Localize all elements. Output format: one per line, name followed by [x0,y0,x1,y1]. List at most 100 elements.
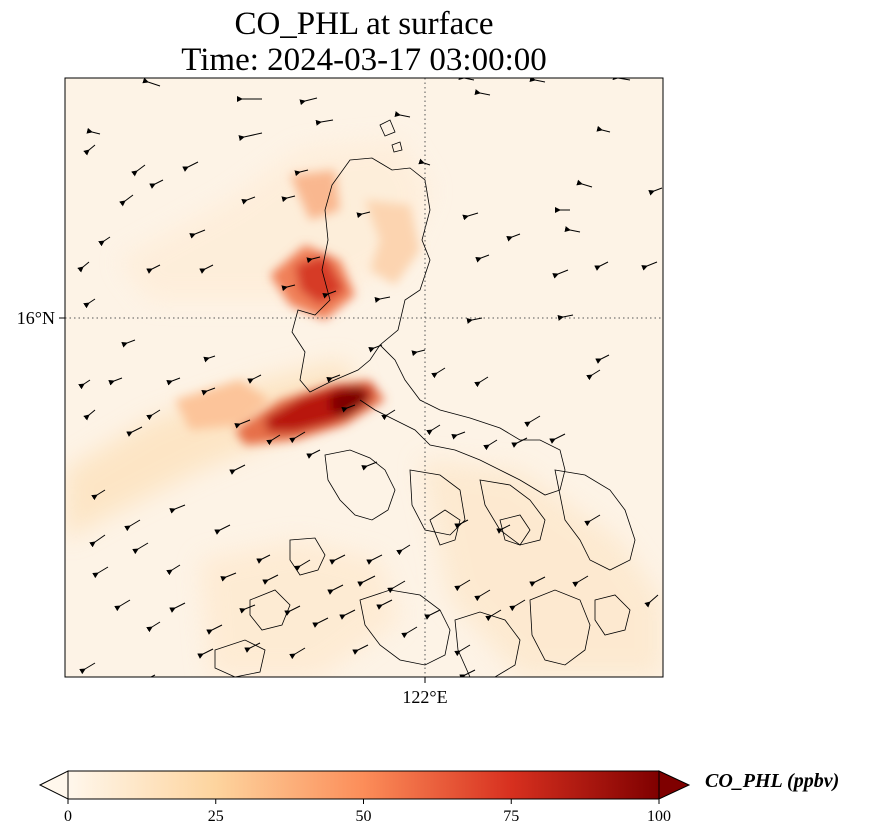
wind-arrow-icon [376,599,393,610]
wind-arrow-icon [241,196,256,205]
wind-arrow-icon [206,624,223,635]
wind-arrow-icon [396,544,411,556]
wind-arrow-icon [121,339,136,348]
wind-arrow-icon [641,261,658,271]
colorbar-tick-label: 50 [356,808,372,825]
wind-arrow-icon [149,179,164,189]
wind-arrow-icon [98,236,111,247]
wind-arrow-icon [327,584,344,595]
wind-arrow-icon [572,575,589,588]
wind-arrow-icon [411,349,426,357]
wind-arrow-icon [214,524,231,535]
wind-arrow-icon [83,144,96,156]
colorbar-tick-label: 75 [503,808,519,825]
wind-arrow-icon [79,662,96,675]
wind-arrow-icon [124,519,141,532]
wind-arrow-icon [220,572,237,582]
wind-arrow-icon [229,464,246,475]
wind-arrow-icon [368,344,383,353]
wind-arrow-icon [418,158,431,166]
wind-arrow-icon [312,617,329,628]
wind-arrow-icon [326,374,341,383]
wind-arrow-icon [584,514,601,527]
wind-arrow-icon [119,194,134,207]
wind-arrow-icon [374,296,391,303]
colorbar-label: CO_PHL (ppbv) [705,770,840,792]
colorbar-min-extend [38,770,69,800]
wind-arrow-icon [431,367,446,379]
colorbar-max-extend [658,770,691,800]
wind-arrow-icon [239,604,256,614]
gridlines [65,78,663,677]
wind-arrow-icon [594,261,609,271]
wind-arrow-icon [199,264,214,274]
wind-arrow-icon [451,431,466,440]
wind-arrow-icon [294,559,311,572]
wind-arrow-icon [89,534,106,548]
wind-arrow-icon [352,644,369,655]
wind-arrow-icon [244,642,261,653]
wind-arrow-icon [294,169,309,177]
wind-arrow-icon [454,644,471,657]
wind-arrow-icon [299,97,318,106]
wind-arrow-icon [284,605,301,616]
wind-arrow-icon [339,609,356,620]
map-area [65,78,663,677]
wind-arrow-icon [552,269,569,279]
wind-arrow-icon [289,647,306,660]
wind-arrow-icon [149,674,156,677]
wind-arrow-icon [169,504,186,514]
wind-arrow-icon [648,187,663,196]
wind-arrow-icon [247,374,262,384]
wind-arrow-icon [511,437,528,448]
wind-arrow-icon [234,419,251,429]
wind-arrow-icon [201,387,216,396]
wind-arrow-icon [203,355,216,363]
wind-arrow-icon [424,609,441,620]
wind-arrow-icon [77,261,90,273]
wind-arrow-icon [146,409,161,421]
colorbar-tick-label: 0 [64,808,72,825]
wind-arrow-icon [506,233,521,242]
wind-arrow-icon [166,377,181,386]
wind-arrow-icon [394,111,411,118]
wind-arrow-icon [329,554,346,565]
colorbar-tick-label: 25 [208,808,224,825]
wind-arrow-icon [146,264,161,274]
wind-arrow-icon [557,314,574,321]
wind-arrow-icon [485,609,502,622]
wind-arrow-icon [83,409,96,421]
wind-arrow-icon [306,256,321,264]
wind-arrow-icon [596,125,611,133]
wind-arrow-icon [462,212,479,221]
wind-arrow-icon [549,433,566,444]
wind-arrow-icon [166,564,181,576]
map-time: Time: 2024-03-17 03:00:00 [181,42,547,78]
wind-arrow-icon [576,179,593,188]
wind-arrow-icon [474,376,489,388]
wind-arrow-icon [341,404,356,413]
wind-arrow-icon [524,415,541,428]
wind-arrow-icon [595,354,610,364]
wind-arrow-icon [509,599,526,612]
wind-arrow-icon [496,524,511,534]
wind-arrow-icon [114,599,131,612]
wind-arrow-icon [459,669,476,677]
wind-arrow-icon [454,579,471,592]
wind-arrow-icon [197,648,214,659]
wind-arrow-icon [146,621,161,633]
wind-arrow-icon [83,298,96,309]
wind-arrow-icon [126,426,143,437]
wind-arrow-icon [108,377,123,386]
colorbar-tick-label: 100 [647,808,671,825]
wind-arrow-icon [322,290,337,299]
wind-arrow-icon [281,195,296,203]
wind-arrow-icon [644,594,659,608]
wind-arrow-icon [387,580,406,594]
wind-arrow-icon [474,589,491,602]
wind-arrow-icon [132,542,149,555]
wind-arrow-icon [169,602,186,613]
wind-arrow-icon [142,78,161,87]
colorbar-ticks: 0 25 50 75 100 [64,799,671,825]
